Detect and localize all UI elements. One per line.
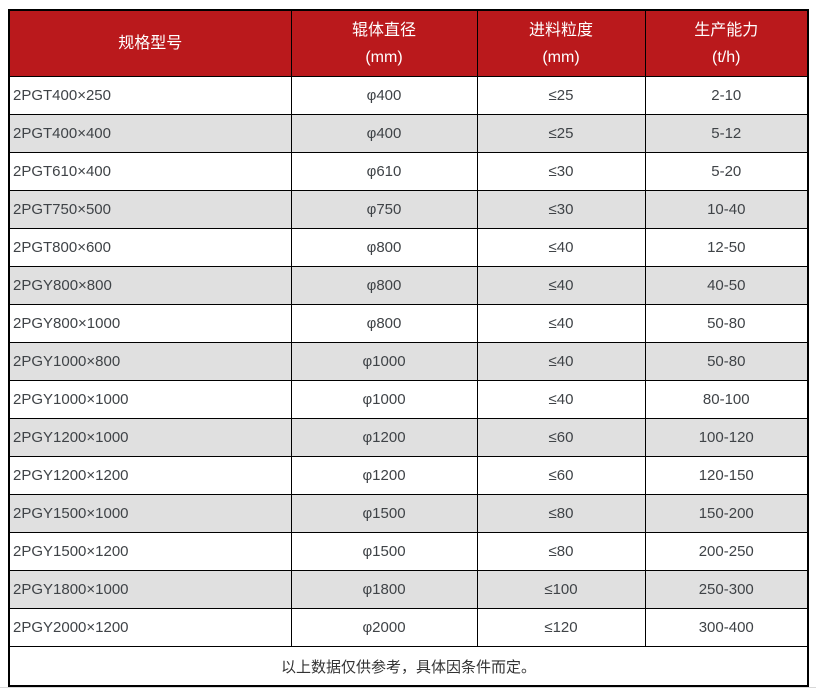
cell-feed-size: ≤30 (476, 152, 646, 191)
table-row: 2PGT400×400 φ400 ≤25 5-12 (8, 114, 809, 153)
cell-capacity: 12-50 (644, 228, 809, 267)
cell-capacity: 300-400 (644, 608, 809, 647)
footer-note: 以上数据仅供参考，具体因条件而定。 (8, 646, 809, 687)
cell-roller-diameter: φ1500 (290, 532, 478, 571)
cell-model: 2PGY1800×1000 (8, 570, 292, 609)
page-bottom-divider (0, 687, 816, 688)
cell-capacity: 50-80 (644, 304, 809, 343)
col-header-feed-size: 进料粒度 (mm) (476, 9, 646, 77)
cell-roller-diameter: φ1000 (290, 342, 478, 381)
cell-model: 2PGT800×600 (8, 228, 292, 267)
cell-capacity: 2-10 (644, 76, 809, 115)
cell-capacity: 80-100 (644, 380, 809, 419)
cell-capacity: 50-80 (644, 342, 809, 381)
cell-model: 2PGY1200×1200 (8, 456, 292, 495)
cell-model: 2PGY1000×1000 (8, 380, 292, 419)
table-row: 2PGY2000×1200 φ2000 ≤120 300-400 (8, 608, 809, 647)
header-row: 规格型号 辊体直径 (mm) 进料粒度 (mm) 生产能力 (t/h) (8, 9, 809, 77)
spec-table: 规格型号 辊体直径 (mm) 进料粒度 (mm) 生产能力 (t/h) 2PGT… (8, 9, 809, 687)
col-header-capacity: 生产能力 (t/h) (644, 9, 809, 77)
table-row: 2PGT610×400 φ610 ≤30 5-20 (8, 152, 809, 191)
cell-feed-size: ≤100 (476, 570, 646, 609)
cell-roller-diameter: φ2000 (290, 608, 478, 647)
table-body: 2PGT400×250 φ400 ≤25 2-10 2PGT400×400 φ400 ≤25… (8, 76, 809, 647)
cell-model: 2PGY800×800 (8, 266, 292, 305)
cell-feed-size: ≤60 (476, 456, 646, 495)
table-row: 2PGY1000×1000 φ1000 ≤40 80-100 (8, 380, 809, 419)
cell-capacity: 10-40 (644, 190, 809, 229)
cell-model: 2PGY2000×1200 (8, 608, 292, 647)
cell-roller-diameter: φ400 (290, 76, 478, 115)
cell-capacity: 200-250 (644, 532, 809, 571)
cell-feed-size: ≤120 (476, 608, 646, 647)
cell-feed-size: ≤60 (476, 418, 646, 457)
cell-feed-size: ≤25 (476, 76, 646, 115)
table-row: 2PGY1500×1200 φ1500 ≤80 200-250 (8, 532, 809, 571)
cell-capacity: 250-300 (644, 570, 809, 609)
table-row: 2PGT400×250 φ400 ≤25 2-10 (8, 76, 809, 115)
footer-row: 以上数据仅供参考，具体因条件而定。 (8, 646, 809, 687)
cell-roller-diameter: φ800 (290, 266, 478, 305)
cell-capacity: 5-12 (644, 114, 809, 153)
cell-capacity: 150-200 (644, 494, 809, 533)
cell-feed-size: ≤40 (476, 228, 646, 267)
table-row: 2PGY1500×1000 φ1500 ≤80 150-200 (8, 494, 809, 533)
cell-feed-size: ≤40 (476, 304, 646, 343)
cell-model: 2PGT750×500 (8, 190, 292, 229)
col-header-roller-diameter-label: 辊体直径 (351, 21, 416, 39)
col-header-feed-size-unit: (mm) (542, 48, 580, 66)
cell-capacity: 100-120 (644, 418, 809, 457)
table-row: 2PGY1800×1000 φ1800 ≤100 250-300 (8, 570, 809, 609)
cell-roller-diameter: φ800 (290, 228, 478, 267)
cell-roller-diameter: φ800 (290, 304, 478, 343)
cell-roller-diameter: φ1200 (290, 456, 478, 495)
cell-feed-size: ≤30 (476, 190, 646, 229)
col-header-roller-diameter-unit: (mm) (365, 48, 403, 66)
table-row: 2PGT800×600 φ800 ≤40 12-50 (8, 228, 809, 267)
col-header-roller-diameter: 辊体直径 (mm) (290, 9, 478, 77)
cell-model: 2PGT400×250 (8, 76, 292, 115)
cell-feed-size: ≤40 (476, 342, 646, 381)
cell-roller-diameter: φ750 (290, 190, 478, 229)
cell-roller-diameter: φ400 (290, 114, 478, 153)
table-row: 2PGY1000×800 φ1000 ≤40 50-80 (8, 342, 809, 381)
cell-feed-size: ≤40 (476, 266, 646, 305)
cell-model: 2PGY1200×1000 (8, 418, 292, 457)
col-header-model-label: 规格型号 (118, 35, 183, 52)
col-header-model: 规格型号 (8, 9, 292, 77)
cell-roller-diameter: φ1000 (290, 380, 478, 419)
cell-feed-size: ≤25 (476, 114, 646, 153)
cell-model: 2PGT610×400 (8, 152, 292, 191)
col-header-capacity-unit: (t/h) (712, 48, 741, 66)
table-row: 2PGY800×1000 φ800 ≤40 50-80 (8, 304, 809, 343)
cell-model: 2PGY1500×1000 (8, 494, 292, 533)
cell-roller-diameter: φ1200 (290, 418, 478, 457)
cell-feed-size: ≤80 (476, 532, 646, 571)
cell-model: 2PGY1500×1200 (8, 532, 292, 571)
cell-capacity: 40-50 (644, 266, 809, 305)
col-header-capacity-label: 生产能力 (694, 21, 759, 39)
table-row: 2PGY800×800 φ800 ≤40 40-50 (8, 266, 809, 305)
table-row: 2PGY1200×1000 φ1200 ≤60 100-120 (8, 418, 809, 457)
cell-roller-diameter: φ1800 (290, 570, 478, 609)
cell-roller-diameter: φ610 (290, 152, 478, 191)
cell-capacity: 5-20 (644, 152, 809, 191)
spec-table-container: 规格型号 辊体直径 (mm) 进料粒度 (mm) 生产能力 (t/h) 2PGT… (8, 9, 809, 687)
cell-model: 2PGY800×1000 (8, 304, 292, 343)
cell-roller-diameter: φ1500 (290, 494, 478, 533)
cell-model: 2PGY1000×800 (8, 342, 292, 381)
cell-feed-size: ≤80 (476, 494, 646, 533)
col-header-feed-size-label: 进料粒度 (528, 21, 593, 39)
cell-model: 2PGT400×400 (8, 114, 292, 153)
cell-capacity: 120-150 (644, 456, 809, 495)
cell-feed-size: ≤40 (476, 380, 646, 419)
table-row: 2PGT750×500 φ750 ≤30 10-40 (8, 190, 809, 229)
table-row: 2PGY1200×1200 φ1200 ≤60 120-150 (8, 456, 809, 495)
